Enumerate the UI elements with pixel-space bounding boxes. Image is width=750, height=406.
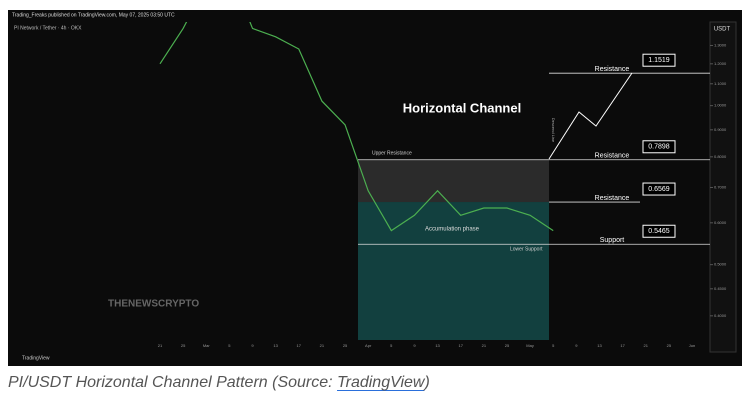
x-tick-label: May [526,343,534,348]
x-tick-label: 21 [158,343,163,348]
y-tick-label: 0.7000 [714,185,727,190]
x-tick-label: 21 [644,343,649,348]
level-label: Resistance [595,66,630,73]
x-tick-label: 25 [667,343,672,348]
level-value: 1.1519 [648,57,670,64]
level-value: 0.7898 [648,144,670,151]
x-tick-label: 21 [320,343,325,348]
chart-title: Horizontal Channel [403,100,521,115]
level-label: Resistance [595,153,630,160]
level-label: Support [600,237,625,244]
y-tick-label: 0.8000 [714,154,727,159]
x-tick-label: Apr [365,343,372,348]
level-box [642,53,676,67]
level-box [642,182,676,196]
y-tick-label: 0.9000 [714,127,727,132]
x-tick-label: 5 [552,343,555,348]
y-tick-label: 0.4000 [714,313,727,318]
annotation: Lower Support [510,246,543,252]
x-tick-label: 25 [343,343,348,348]
annotation: Accumulation phase [425,227,480,233]
y-tick-label: 1.0000 [714,103,727,108]
x-tick-label: Jun [689,343,695,348]
channel-box [358,159,549,203]
y-tick-label: 1.2000 [714,61,727,66]
x-tick-label: 5 [390,343,393,348]
x-tick-label: 21 [482,343,487,348]
caption: PI/USDT Horizontal Channel Pattern (Sour… [8,374,430,392]
x-tick-label: 9 [251,343,254,348]
x-tick-label: 17 [297,343,302,348]
x-tick-label: Mar [203,343,211,348]
x-tick-label: 5 [228,343,231,348]
channel-box [358,202,549,340]
y-tick-label: 1.3000 [714,43,727,48]
x-tick-label: 25 [181,343,186,348]
footer: TradingView [22,355,50,361]
x-tick-label: 25 [505,343,510,348]
x-tick-label: 13 [597,343,602,348]
x-tick-label: 17 [620,343,625,348]
y-tick-label: 1.1000 [714,81,727,86]
header: Trading_Freaks published on TradingView.… [12,12,175,18]
x-tick-label: 13 [435,343,440,348]
x-tick-label: 9 [413,343,416,348]
annotation: Upper Resistance [372,150,412,156]
level-box [642,140,676,154]
watermark: THENEWSCRYPTO [108,299,199,310]
price-axis [709,21,737,353]
y-tick-label: 0.5000 [714,262,727,267]
caption-text: PI/USDT Horizontal Channel Pattern (Sour… [8,374,338,391]
projection-path [548,72,633,160]
price-line [159,22,554,232]
annotation: Descend Line [551,118,556,143]
level-value: 0.5465 [648,228,670,235]
currency: USDT [714,27,731,33]
symbol: PI Network / Tether · 4h · OKX [14,25,82,31]
y-tick-label: 0.6000 [714,220,727,225]
caption-end: ) [424,374,430,391]
level-box [642,224,676,238]
y-tick-label: 0.4500 [714,286,727,291]
chart: 1.3000 1.2000 1.1000 1.0000 0.9000 0.8000 0.70… [8,10,742,366]
level-label: Resistance [595,195,630,202]
x-tick-label: 13 [273,343,278,348]
x-tick-label: 17 [458,343,463,348]
caption-link[interactable]: TradingView [337,374,425,391]
x-tick-label: 9 [575,343,578,348]
level-value: 0.6569 [648,186,670,193]
